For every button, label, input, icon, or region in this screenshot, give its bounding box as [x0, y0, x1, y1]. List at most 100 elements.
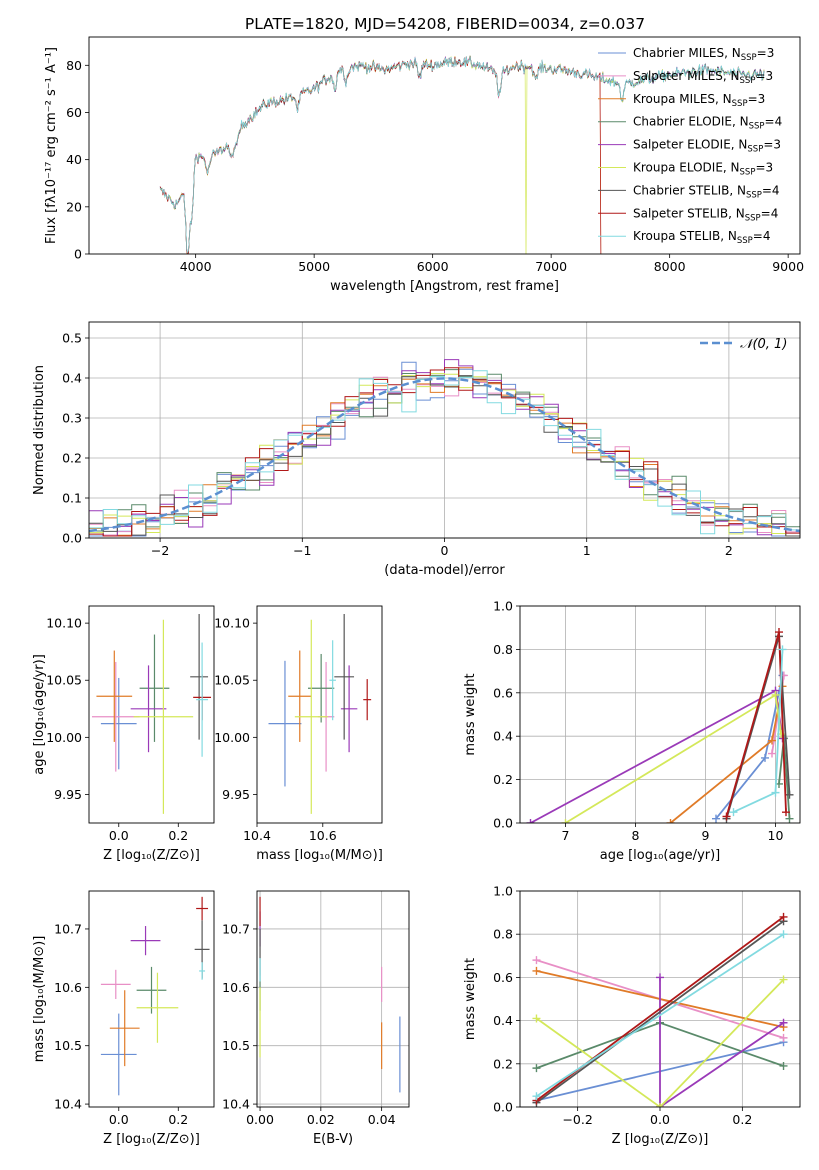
- errorbar-point: [136, 966, 167, 1014]
- plot-area: [159, 55, 765, 254]
- errorbar-point: [136, 972, 179, 1043]
- x-tick-label: −0.2: [562, 1112, 592, 1127]
- x-tick-label: 0.2: [168, 828, 188, 843]
- errorbar-point: [307, 653, 335, 723]
- legend: Chabrier MILES, NSSP=3 Salpeter MILES, NS…: [598, 46, 782, 246]
- weight-marker: [712, 814, 720, 823]
- errorbar-point: [100, 1013, 137, 1096]
- y-tick-label: 0.1: [62, 491, 82, 506]
- errorbar-point: [268, 660, 302, 787]
- legend-entry: Kroupa STELIB, NSSP=4: [633, 229, 771, 246]
- weight-marker: [532, 966, 541, 975]
- x-tick-label: −1: [293, 543, 311, 558]
- x-tick-label: 8: [632, 828, 640, 843]
- y-axis-label: mass [log₁₀(M/M⊙)]: [32, 936, 47, 1063]
- x-tick-label: 5000: [298, 259, 330, 274]
- legend-entry: Kroupa MILES, NSSP=3: [633, 92, 765, 109]
- y-tick-label: 10.4: [222, 1097, 250, 1112]
- y-tick-label: 0.6: [493, 970, 513, 985]
- y-tick-label: 0.2: [62, 451, 82, 466]
- x-axis-label: wavelength [Angstrom, rest frame]: [330, 279, 559, 294]
- errorbar-point: [100, 677, 137, 770]
- y-tick-label: 10.5: [54, 1038, 82, 1053]
- x-tick-label: 0.00: [246, 1112, 274, 1127]
- chart-mass_vs_Z: 0.0 0.2 10.4 10.5 10.6 10.7 Z [log₁₀(Z/Z⊙)] mas…: [32, 890, 215, 1147]
- plot-area: [526, 628, 794, 823]
- x-tick-label: 9: [702, 828, 710, 843]
- legend-entry: Kroupa ELODIE, NSSP=3: [633, 161, 773, 178]
- weight-marker: [779, 1033, 788, 1042]
- legend-entry: Chabrier MILES, NSSP=3: [633, 46, 774, 63]
- y-tick-label: 10.10: [46, 616, 82, 631]
- chart-age_vs_mass: 10.4 10.6 9.95 10.00 10.05 10.10 mass [log₁₀(M…: [214, 605, 383, 863]
- weight-marker: [785, 790, 794, 799]
- y-tick-label: 0.4: [493, 1013, 513, 1028]
- x-tick-label: 1: [583, 543, 591, 558]
- y-tick-label: 10.6: [54, 980, 82, 995]
- errorbar-point: [334, 613, 355, 740]
- y-tick-label: 0.8: [493, 642, 513, 657]
- weight-marker: [532, 956, 541, 965]
- weight-marker: [561, 819, 570, 823]
- panels: 4000 5000 6000 7000 8000 9000020406080wavelen…: [32, 36, 804, 1147]
- x-tick-label: 0.04: [368, 1112, 396, 1127]
- legend-entry: Salpeter STELIB, NSSP=4: [633, 206, 778, 223]
- x-axis-label: mass [log₁₀(M/M⊙)]: [256, 848, 383, 863]
- spectrum-line: [159, 56, 765, 254]
- errorbar-point: [329, 640, 336, 721]
- y-tick-label: 10.00: [46, 730, 82, 745]
- errorbar-point: [100, 969, 131, 999]
- y-tick-label: 9.95: [222, 787, 250, 802]
- x-tick-label: −2: [151, 543, 169, 558]
- legend-entry: Chabrier ELODIE, NSSP=4: [633, 115, 782, 132]
- y-tick-label: 10.00: [214, 730, 250, 745]
- chart-spectrum: 4000 5000 6000 7000 8000 9000 0 20 40 60 80 wavelen…: [44, 36, 804, 294]
- weight-marker: [532, 1014, 541, 1023]
- axes-frame: [519, 605, 801, 824]
- chart-weight_vs_age: 7 8 9 10 0.0 0.2 0.4 0.6 0.8 1.0 age [log₁₀(age/yr…: [463, 599, 801, 863]
- legend-entry: Salpeter MILES, NSSP=3: [633, 69, 773, 86]
- errorbar-point: [340, 665, 358, 753]
- y-tick-label: 0.2: [493, 1056, 513, 1071]
- x-tick-label: 9000: [772, 259, 804, 274]
- weight-marker: [532, 1064, 541, 1073]
- y-tick-label: 80: [66, 58, 82, 73]
- errorbar-point: [196, 896, 209, 921]
- x-tick-label: 4000: [180, 259, 212, 274]
- weight-marker: [779, 1018, 788, 1027]
- weight-marker: [768, 736, 776, 745]
- x-tick-label: 8000: [654, 259, 686, 274]
- weight-marker: [532, 1092, 541, 1101]
- x-tick-label: 0.0: [650, 1112, 670, 1127]
- weight-marker: [779, 912, 788, 921]
- y-tick-label: 10.05: [46, 673, 82, 688]
- weight-marker: [779, 1061, 788, 1070]
- chart-residuals: −2 −1 0 1 2 0.0 0.1 0.2 0.3 0.4 0.5 (data-model)/er…: [32, 321, 801, 578]
- figure-title: PLATE=1820, MJD=54208, FIBERID=0034, z=0…: [245, 15, 645, 33]
- errorbar-point: [130, 665, 167, 753]
- spectrum-line: [159, 56, 765, 254]
- errorbar-point: [91, 661, 140, 772]
- errorbar-point: [109, 990, 140, 1067]
- weight-marker: [722, 812, 731, 821]
- y-tick-label: 0.0: [493, 816, 513, 831]
- axes-frame: [88, 321, 801, 539]
- spectrum-line: [159, 56, 765, 254]
- axes-frame: [88, 36, 801, 255]
- x-axis-label: Z [log₁₀(Z/Z⊙)]: [103, 1132, 200, 1147]
- errorbar-point: [288, 650, 312, 742]
- y-tick-label: 9.95: [54, 787, 82, 802]
- histogram-series: [89, 370, 800, 535]
- y-tick-label: 10.05: [214, 673, 250, 688]
- plot-area: [532, 912, 788, 1107]
- x-tick-label: 0.2: [732, 1112, 752, 1127]
- weight-marker: [771, 788, 780, 797]
- x-axis-label: E(B-V): [313, 1132, 353, 1147]
- weight-marker: [782, 808, 790, 817]
- y-tick-label: 10.6: [222, 980, 250, 995]
- axes-frame: [519, 890, 801, 1108]
- y-tick-label: 20: [66, 199, 82, 214]
- y-axis-label: Flux [fλ10⁻¹⁷ erg cm⁻² s⁻¹ A⁻¹]: [44, 47, 59, 244]
- weight-marker: [778, 645, 787, 654]
